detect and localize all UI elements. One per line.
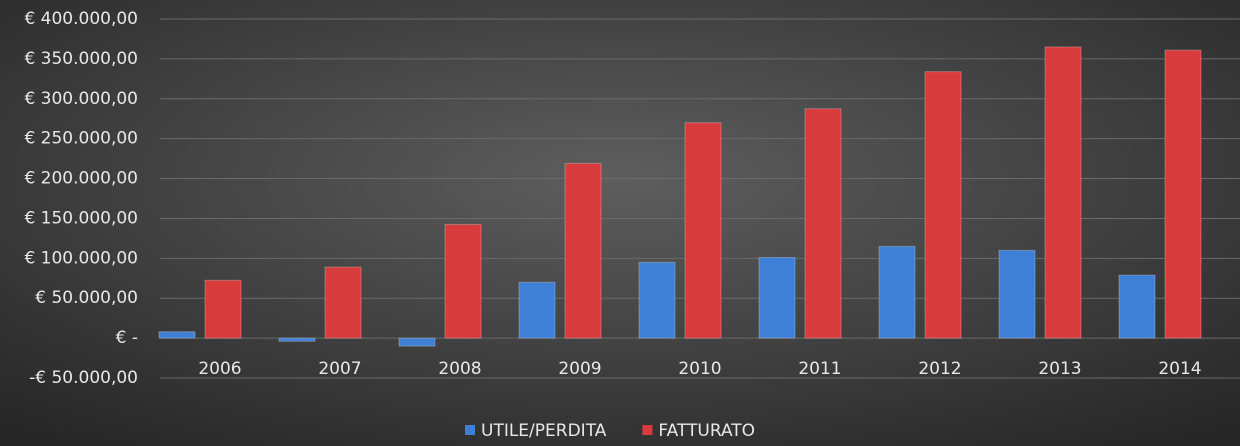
bar <box>638 261 676 339</box>
bar <box>324 266 362 339</box>
y-tick-label: € 400.000,00 <box>24 9 138 29</box>
x-tick-label: 2009 <box>558 359 601 379</box>
y-tick-label: € 200.000,00 <box>24 169 138 189</box>
bar <box>998 249 1036 339</box>
y-tick-label: € 350.000,00 <box>24 49 138 69</box>
y-tick-label: € 300.000,00 <box>24 89 138 109</box>
y-tick-label: € 100.000,00 <box>24 248 138 268</box>
y-tick-label: € 50.000,00 <box>35 288 138 308</box>
x-tick-label: 2012 <box>918 359 961 379</box>
legend-swatch <box>465 425 475 435</box>
x-tick-label: 2013 <box>1038 359 1081 379</box>
x-tick-label: 2006 <box>198 359 241 379</box>
bar <box>758 257 796 339</box>
bar <box>804 108 842 339</box>
bar <box>878 245 916 339</box>
x-tick-label: 2010 <box>678 359 721 379</box>
bar <box>564 162 602 339</box>
bar <box>158 331 196 339</box>
x-tick-label: 2008 <box>438 359 481 379</box>
y-tick-label: € 250.000,00 <box>24 129 138 149</box>
bar <box>278 337 316 342</box>
x-tick-label: 2014 <box>1158 359 1201 379</box>
legend-label: FATTURATO <box>658 421 755 441</box>
bar <box>924 71 962 339</box>
bar <box>398 337 436 347</box>
bar <box>1118 274 1156 339</box>
bar <box>444 223 482 339</box>
legend-label: UTILE/PERDITA <box>481 421 607 441</box>
y-tick-label: € - <box>116 328 138 348</box>
legend-swatch <box>642 425 653 435</box>
x-tick-label: 2007 <box>318 359 361 379</box>
bar <box>204 279 242 339</box>
bar <box>1164 49 1202 339</box>
y-tick-label: € 150.000,00 <box>24 208 138 228</box>
bar <box>1044 46 1082 339</box>
bar <box>518 281 556 339</box>
bar <box>684 122 722 339</box>
x-tick-label: 2011 <box>798 359 841 379</box>
y-tick-label: -€ 50.000,00 <box>29 368 138 388</box>
